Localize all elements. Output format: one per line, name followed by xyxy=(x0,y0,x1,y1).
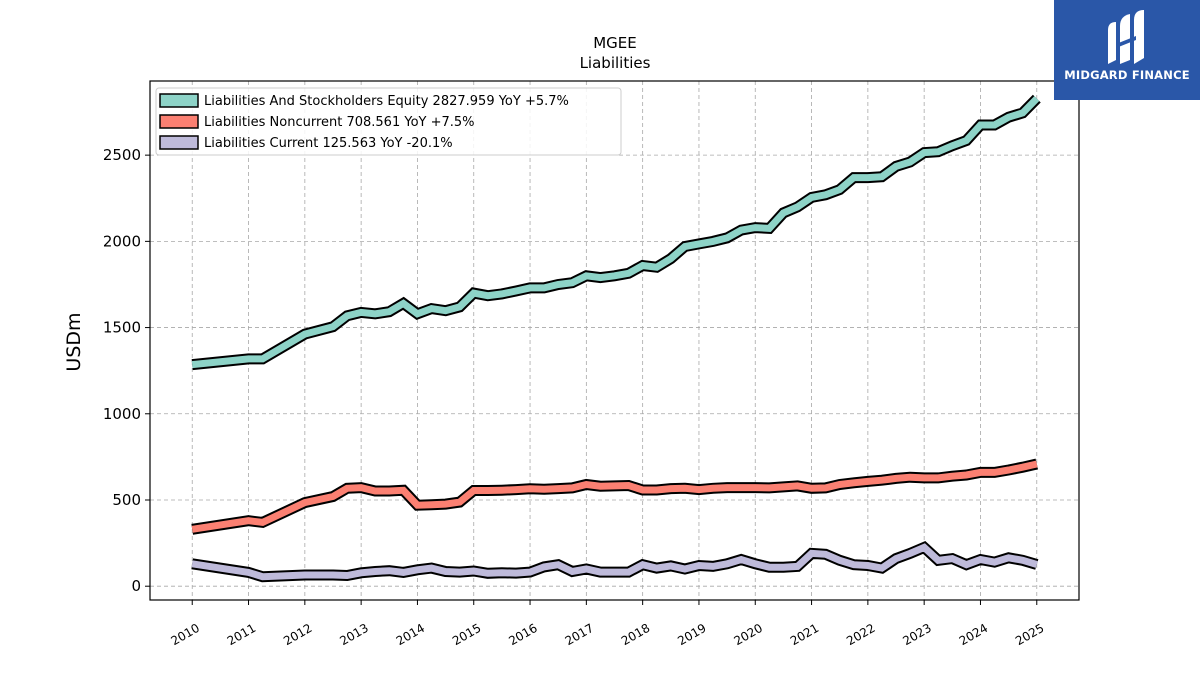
x-tick-label: 2014 xyxy=(394,621,427,648)
brand-name: MIDGARD FINANCE xyxy=(1064,68,1190,82)
legend-swatch xyxy=(159,135,199,150)
chart-title: MGEE xyxy=(593,34,637,52)
y-axis-label: USDm xyxy=(63,312,85,371)
series-line xyxy=(191,543,1038,581)
plot-frame xyxy=(149,80,1080,601)
y-tick-label: 2500 xyxy=(103,146,141,164)
x-tick-label: 2015 xyxy=(450,621,483,648)
chart-subtitle: Liabilities xyxy=(580,54,651,72)
legend-swatch xyxy=(159,93,199,108)
grid xyxy=(150,81,1079,600)
x-tick-label: 2023 xyxy=(900,621,933,648)
brand-logo: MIDGARD FINANCE xyxy=(1054,0,1200,100)
y-tick-label: 1000 xyxy=(103,405,141,423)
x-tick-label: 2012 xyxy=(281,621,314,648)
legend: Liabilities And Stockholders Equity 2827… xyxy=(155,87,622,156)
legend-swatch xyxy=(159,114,199,129)
series-1 xyxy=(191,94,1041,371)
x-tick-label: 2019 xyxy=(675,621,708,648)
brand-mark-icon xyxy=(1108,10,1144,64)
y-tick-label: 0 xyxy=(131,577,141,595)
y-tick-label: 1500 xyxy=(103,319,141,337)
legend-label: Liabilities Noncurrent 708.561 YoY +7.5% xyxy=(204,115,475,130)
series-2 xyxy=(191,458,1039,535)
x-tick-label: 2016 xyxy=(506,621,539,648)
y-tick-label: 500 xyxy=(112,491,141,509)
x-axis: 2010 2011 2012 2013 2014 2015 2016 2017 2018 2019… xyxy=(169,600,1046,648)
series-line xyxy=(191,96,1040,369)
x-tick-label: 2020 xyxy=(732,621,765,648)
x-tick-label: 2013 xyxy=(337,621,370,648)
x-tick-label: 2024 xyxy=(957,621,990,648)
series-lines xyxy=(191,94,1041,583)
legend-label: Liabilities Current 125.563 YoY -20.1% xyxy=(204,136,453,151)
y-tick-label: 2000 xyxy=(103,232,141,250)
x-tick-label: 2017 xyxy=(563,621,596,648)
x-tick-label: 2021 xyxy=(788,621,821,648)
series-line xyxy=(191,460,1038,533)
series-3 xyxy=(191,540,1039,583)
x-tick-label: 2010 xyxy=(169,621,202,648)
x-tick-label: 2011 xyxy=(225,621,258,648)
legend-frame xyxy=(155,87,622,156)
x-tick-label: 2025 xyxy=(1013,621,1046,648)
legend-label: Liabilities And Stockholders Equity 2827… xyxy=(204,94,569,109)
x-tick-label: 2018 xyxy=(619,621,652,648)
x-tick-label: 2022 xyxy=(844,621,877,648)
y-axis: 0 500 1000 1500 2000 2500 xyxy=(103,146,150,595)
